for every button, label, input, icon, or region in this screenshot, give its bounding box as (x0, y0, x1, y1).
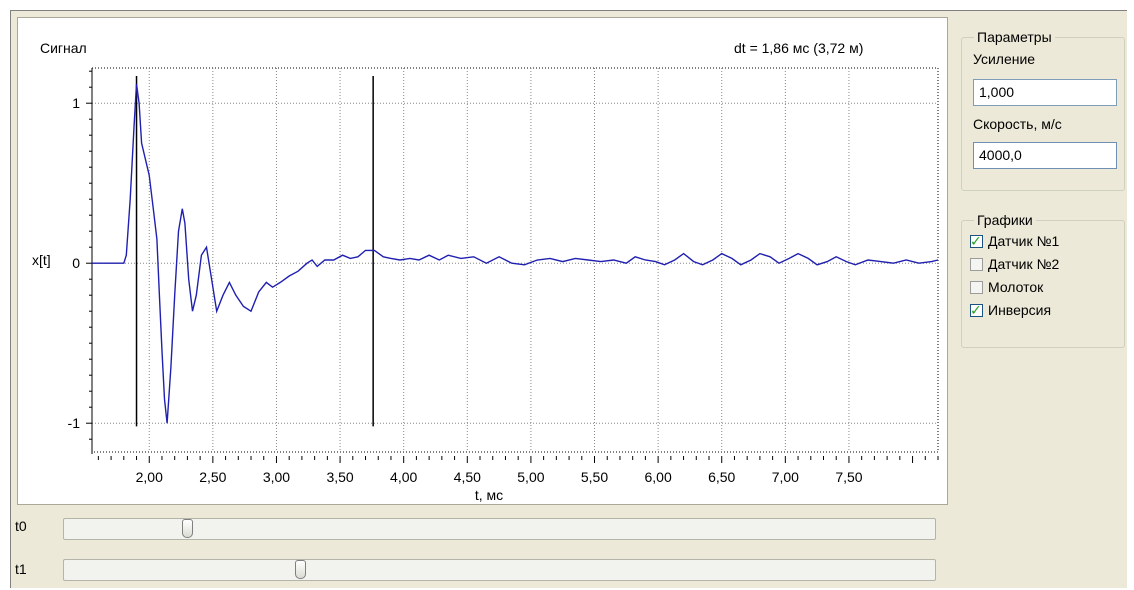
slider-t1-thumb[interactable] (295, 560, 307, 579)
gain-input[interactable]: 1,000 (973, 79, 1117, 106)
y-tick-label: 0 (72, 255, 80, 271)
checkbox-box[interactable] (970, 280, 983, 294)
x-tick-label: 6,50 (708, 469, 735, 485)
params-legend: Параметры (974, 29, 1055, 45)
x-tick-label: 6,00 (644, 469, 671, 485)
x-tick-label: 4,00 (390, 469, 417, 485)
checkbox-label: Датчик №1 (988, 233, 1060, 249)
x-tick-label: 2,00 (136, 469, 163, 485)
y-tick-label: -1 (68, 415, 81, 431)
checkbox-label: Датчик №2 (988, 256, 1060, 272)
checkbox-box[interactable]: ✓ (970, 233, 983, 249)
checkbox-sensor2[interactable]: Датчик №2 (970, 254, 1059, 274)
params-group: Параметры Усиление 1,000 Скорость, м/с 4… (961, 29, 1125, 191)
slider-t1[interactable] (63, 559, 936, 581)
gain-label: Усиление (973, 51, 1036, 67)
chart-title: Сигнал (40, 40, 87, 56)
x-tick-label: 5,50 (581, 469, 608, 485)
checkbox-hammer[interactable]: Молоток (970, 277, 1043, 297)
speed-input[interactable]: 4000,0 (973, 142, 1117, 169)
chart-canvas: 2,00 2,50 3,00 3,50 4,00 4,50 5,00 5,50 6,00 6,50… (32, 67, 939, 503)
checkbox-box[interactable] (970, 257, 983, 271)
graphs-group: Графики ✓ Датчик №1 Датчик №2 Молоток ✓ … (961, 212, 1125, 348)
x-tick-label: 4,50 (454, 469, 481, 485)
checkbox-box[interactable]: ✓ (970, 302, 983, 318)
x-tick-label: 2,50 (199, 469, 226, 485)
x-tick-label: 3,00 (263, 469, 290, 485)
slider-t1-label: t1 (15, 561, 27, 577)
y-axis-label: x[t] (32, 252, 51, 268)
check-mark-icon: ✓ (970, 232, 982, 249)
slider-t0[interactable] (63, 518, 936, 540)
checkbox-label: Инверсия (988, 302, 1052, 318)
x-tick-label: 5,00 (517, 469, 544, 485)
graphs-legend: Графики (974, 212, 1036, 228)
y-tick-label: 1 (72, 95, 80, 111)
checkbox-label: Молоток (988, 279, 1044, 295)
x-axis-label: t, мс (475, 487, 503, 503)
dt-readout: dt = 1,86 мс (3,72 м) (734, 40, 864, 56)
speed-label: Скорость, м/с (973, 116, 1062, 132)
slider-t0-label: t0 (15, 518, 27, 534)
checkbox-sensor1[interactable]: ✓ Датчик №1 (970, 231, 1059, 251)
x-tick-label: 3,50 (326, 469, 353, 485)
x-tick-label: 7,50 (835, 469, 862, 485)
signal-line (92, 83, 939, 424)
slider-t0-thumb[interactable] (182, 519, 194, 538)
x-tick-label: 7,00 (772, 469, 799, 485)
check-mark-icon: ✓ (970, 301, 982, 318)
signal-chart: 2,00 2,50 3,00 3,50 4,00 4,50 5,00 5,50 6,00 6,50… (17, 17, 948, 505)
checkbox-inversion[interactable]: ✓ Инверсия (970, 300, 1051, 320)
